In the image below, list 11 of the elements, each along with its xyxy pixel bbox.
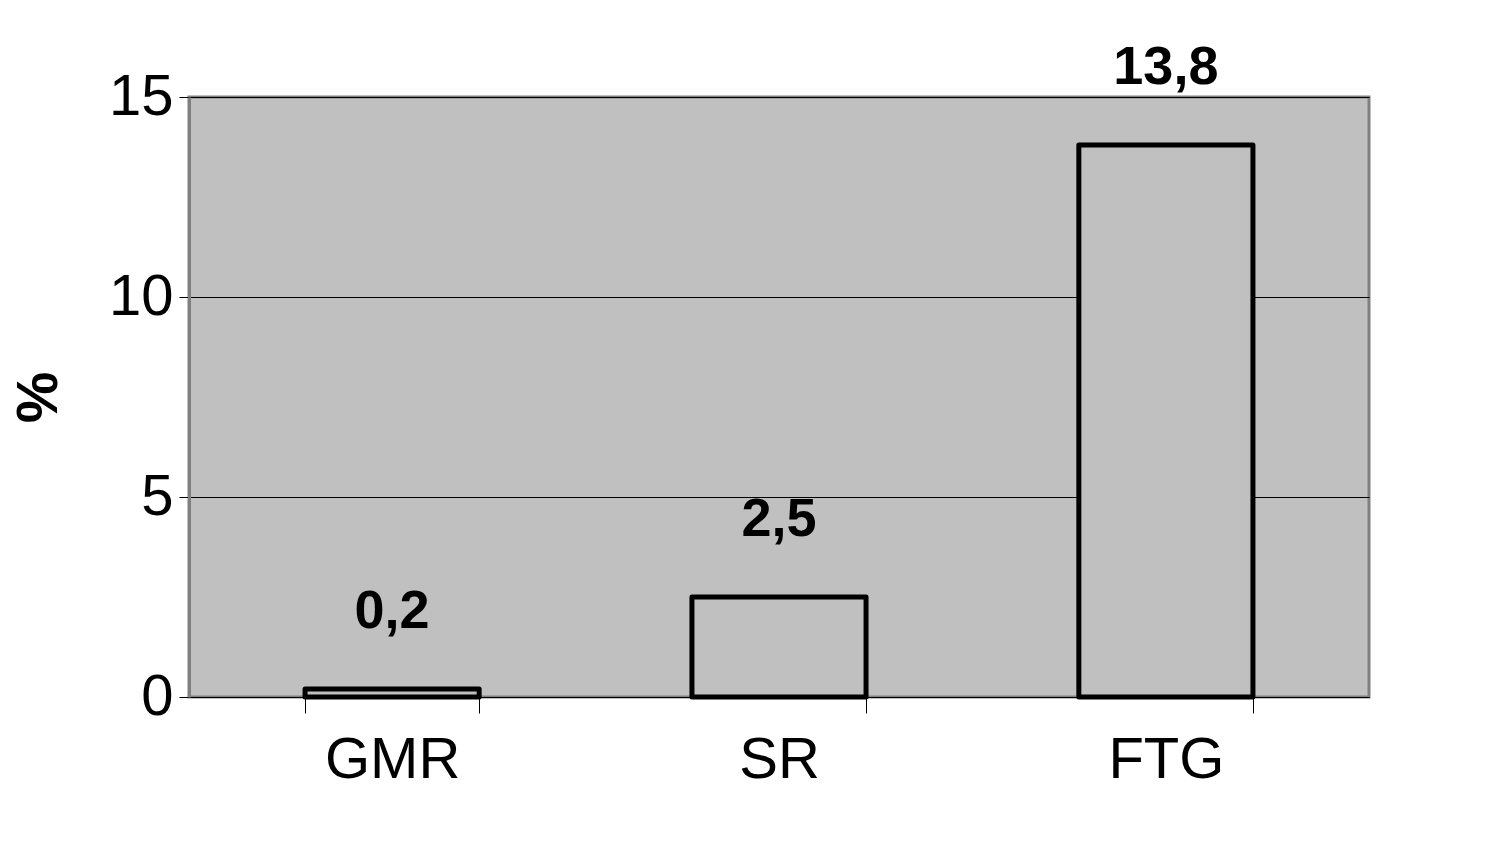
data-label: 13,8: [1113, 35, 1219, 95]
y-tick-label: 0: [141, 661, 174, 727]
y-tick-label: 5: [141, 461, 174, 527]
data-label: 0,2: [354, 579, 430, 639]
y-tick-label: 15: [108, 61, 174, 127]
y-axis-title: %: [3, 371, 69, 424]
y-tick-label: 10: [108, 261, 174, 327]
x-tick-label: FTG: [1108, 724, 1225, 790]
x-tick-label: SR: [739, 724, 820, 790]
x-tick-label: GMR: [324, 724, 461, 790]
data-label: 2,5: [741, 487, 817, 547]
